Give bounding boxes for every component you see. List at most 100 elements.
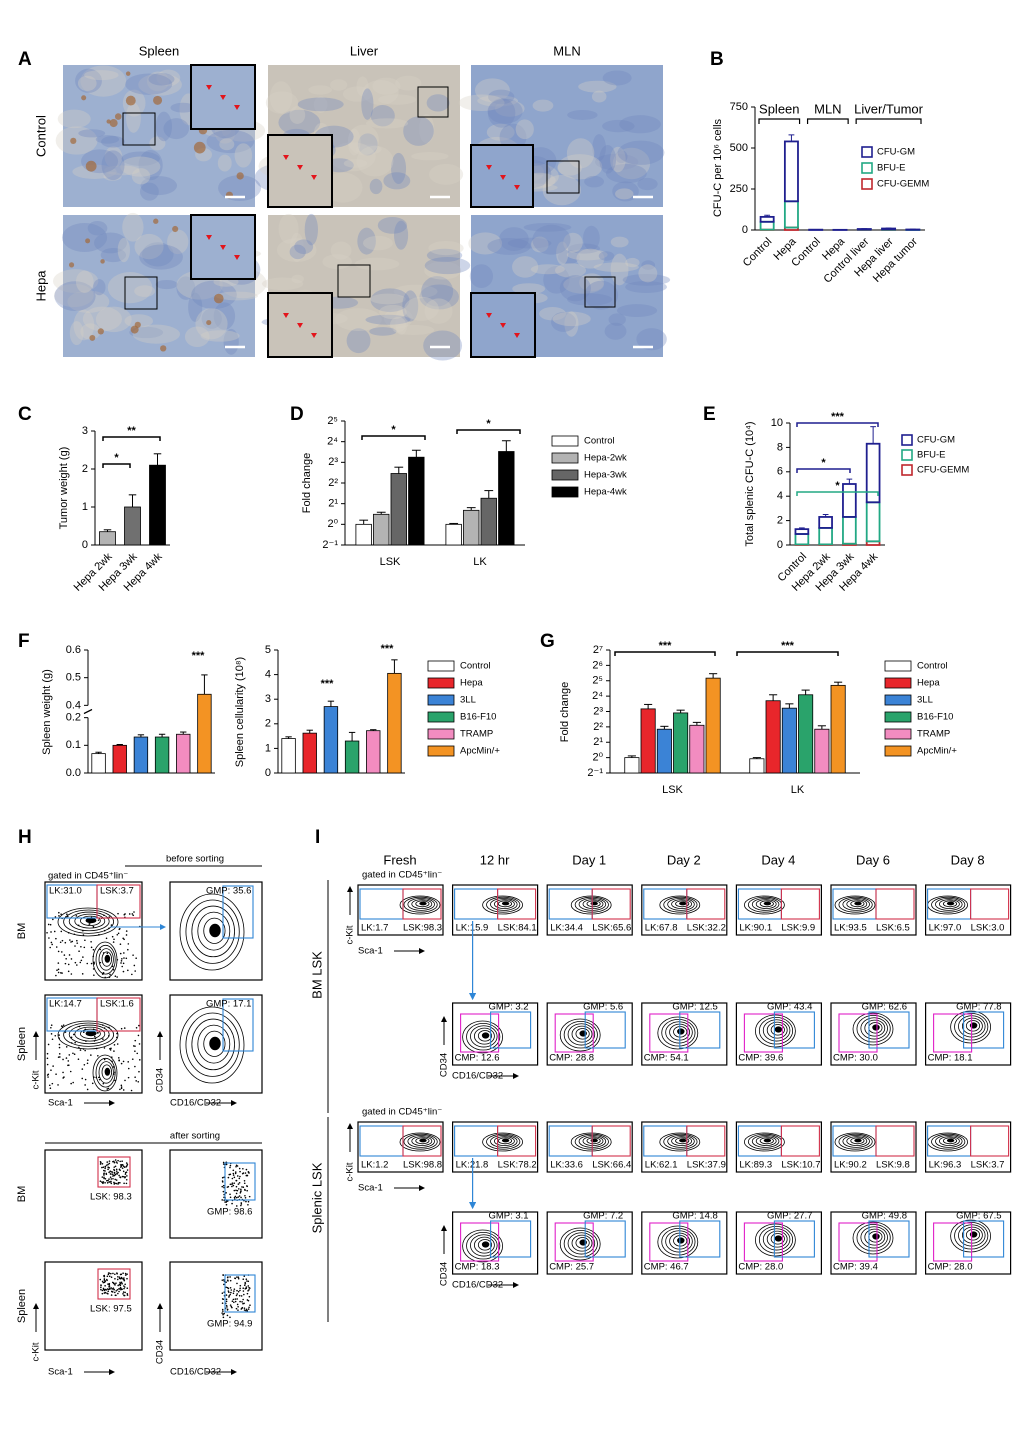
event bbox=[120, 1084, 123, 1087]
contour bbox=[751, 898, 780, 911]
tissue bbox=[357, 227, 376, 255]
event bbox=[107, 1087, 110, 1090]
tissue bbox=[276, 238, 317, 263]
event bbox=[236, 1282, 238, 1285]
event bbox=[62, 1077, 64, 1079]
contour bbox=[586, 1137, 601, 1145]
arrowhead bbox=[486, 165, 492, 170]
contour bbox=[179, 893, 245, 971]
event bbox=[118, 1290, 120, 1293]
stain bbox=[89, 334, 96, 341]
event bbox=[102, 1169, 105, 1172]
legend-swatch bbox=[427, 677, 455, 689]
gate-label: GMP: 49.8 bbox=[862, 1211, 907, 1222]
event bbox=[137, 1081, 140, 1083]
event bbox=[244, 1194, 246, 1197]
event bbox=[248, 1306, 250, 1309]
event bbox=[109, 1047, 111, 1050]
axis-label: Fold change bbox=[301, 453, 313, 514]
plot-frame bbox=[735, 1121, 823, 1173]
gate bbox=[743, 1222, 783, 1262]
tissue bbox=[217, 154, 232, 172]
event bbox=[238, 1167, 241, 1170]
event bbox=[247, 1200, 250, 1203]
event bbox=[122, 1170, 125, 1173]
tissue bbox=[564, 311, 579, 337]
contour bbox=[203, 917, 226, 944]
inset-marker bbox=[417, 86, 449, 118]
stain bbox=[130, 325, 139, 334]
event bbox=[118, 1174, 120, 1177]
tissue bbox=[354, 257, 400, 271]
tissue bbox=[568, 243, 600, 254]
legend-swatch bbox=[884, 711, 912, 723]
event bbox=[57, 971, 60, 974]
event bbox=[111, 1288, 114, 1290]
tissue bbox=[87, 220, 108, 236]
event bbox=[108, 1275, 111, 1278]
tissue bbox=[563, 275, 604, 294]
tissue bbox=[355, 144, 382, 155]
gate bbox=[497, 888, 537, 920]
tissue bbox=[329, 142, 376, 172]
bar bbox=[366, 730, 381, 774]
legend-swatch bbox=[884, 660, 912, 672]
contour bbox=[838, 1133, 873, 1150]
tissue bbox=[531, 236, 549, 253]
contour bbox=[486, 1133, 521, 1150]
plot-frame bbox=[735, 1002, 823, 1066]
tissue bbox=[608, 313, 626, 326]
tissue bbox=[594, 153, 639, 171]
event bbox=[57, 962, 60, 964]
contour bbox=[962, 1017, 983, 1035]
event bbox=[76, 939, 78, 942]
contour bbox=[74, 1026, 106, 1042]
tissue bbox=[149, 136, 166, 151]
bar bbox=[765, 700, 781, 774]
event bbox=[234, 1277, 236, 1280]
event bbox=[99, 1163, 102, 1165]
significance: * bbox=[114, 452, 119, 464]
contour bbox=[197, 1024, 231, 1064]
tissue bbox=[622, 274, 671, 286]
contour bbox=[80, 1028, 101, 1039]
gate bbox=[554, 1013, 594, 1053]
column-header: Day 6 bbox=[856, 852, 890, 867]
event bbox=[106, 1161, 109, 1163]
event bbox=[242, 1186, 245, 1189]
tissue bbox=[393, 284, 438, 299]
event bbox=[242, 1287, 245, 1290]
tissue bbox=[52, 269, 99, 293]
row-label: Control bbox=[33, 115, 48, 157]
contour bbox=[407, 898, 435, 911]
contour bbox=[98, 1061, 114, 1084]
event bbox=[81, 1077, 84, 1080]
event bbox=[103, 1275, 106, 1278]
stain bbox=[213, 293, 224, 304]
legend-label: 3LL bbox=[460, 695, 476, 706]
contour bbox=[481, 1241, 490, 1248]
tissue bbox=[539, 307, 566, 321]
event bbox=[235, 1165, 237, 1168]
event bbox=[99, 1278, 102, 1281]
event bbox=[241, 1307, 243, 1310]
event bbox=[120, 1281, 123, 1284]
event bbox=[109, 1176, 112, 1179]
event bbox=[101, 1176, 104, 1178]
gate-label: LK:31.0 bbox=[49, 886, 82, 897]
gate-label: GMP: 3.2 bbox=[488, 1002, 528, 1013]
tissue bbox=[612, 147, 651, 180]
gate-label: LSK:32.2 bbox=[687, 923, 726, 934]
event bbox=[248, 1287, 251, 1289]
bar bbox=[689, 724, 705, 774]
tissue bbox=[477, 95, 519, 107]
event bbox=[123, 914, 126, 916]
event bbox=[101, 1163, 104, 1165]
contour bbox=[671, 1136, 692, 1146]
event bbox=[58, 1034, 60, 1036]
bar bbox=[176, 733, 191, 774]
gate-label: LSK:84.1 bbox=[498, 923, 537, 934]
tissue bbox=[610, 146, 626, 173]
event bbox=[90, 946, 93, 949]
tissue bbox=[419, 284, 459, 310]
